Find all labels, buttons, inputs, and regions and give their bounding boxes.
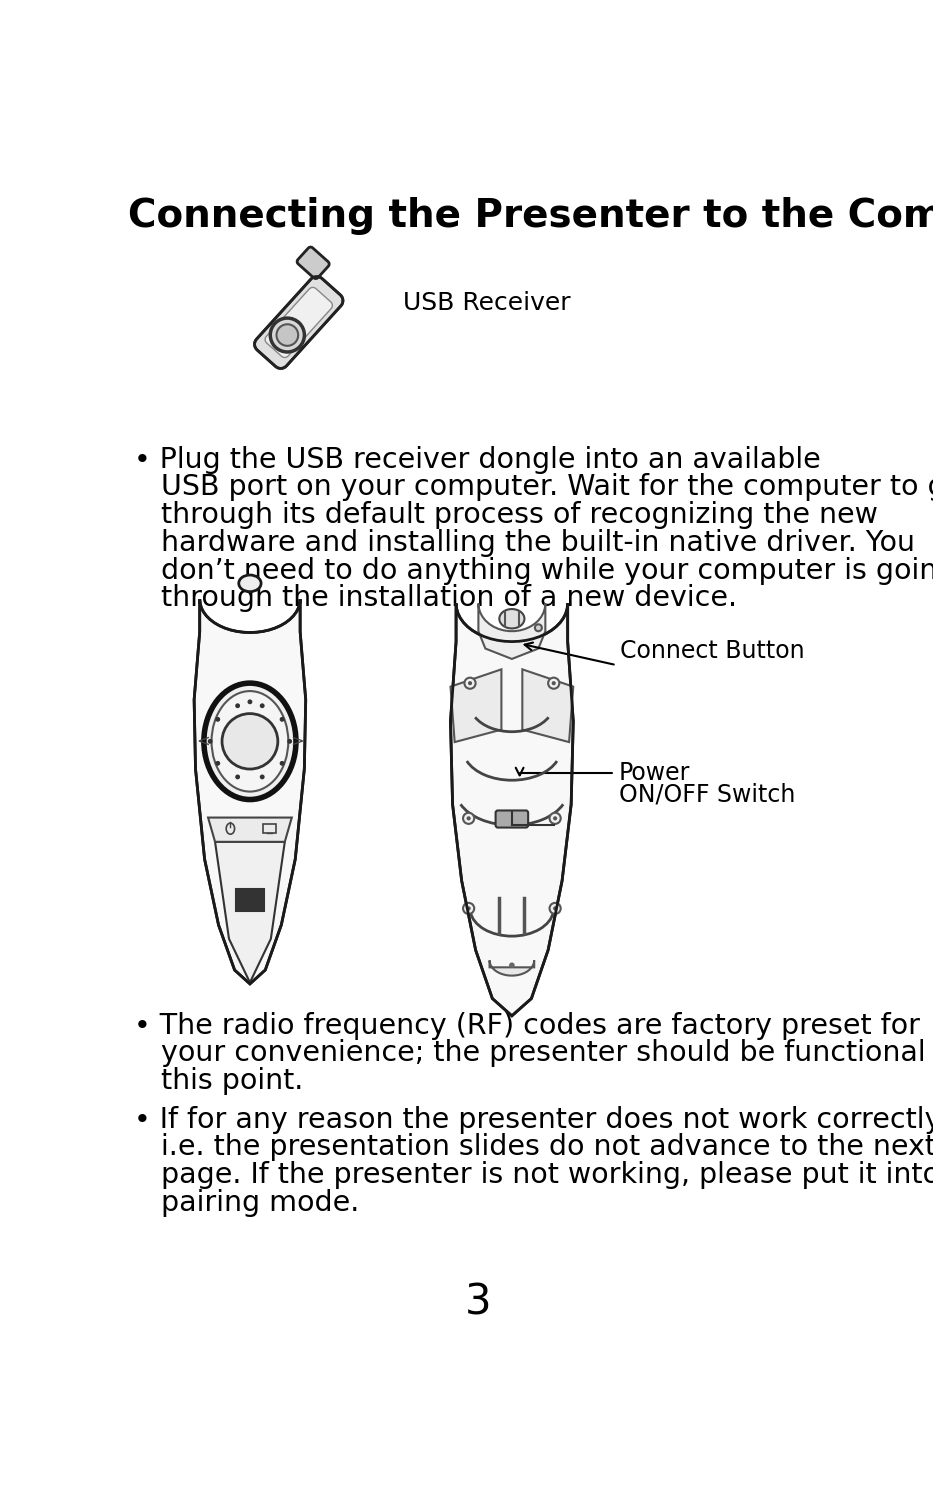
Circle shape: [280, 760, 285, 766]
Polygon shape: [297, 248, 329, 279]
Circle shape: [280, 717, 285, 722]
Ellipse shape: [204, 682, 296, 800]
Circle shape: [466, 816, 471, 821]
Circle shape: [208, 740, 213, 744]
FancyBboxPatch shape: [495, 810, 528, 828]
Circle shape: [551, 681, 556, 686]
Circle shape: [468, 681, 472, 686]
Circle shape: [259, 704, 265, 708]
Text: pairing mode.: pairing mode.: [133, 1188, 359, 1216]
Circle shape: [247, 699, 252, 705]
Circle shape: [553, 906, 557, 910]
Text: Connect Button: Connect Button: [620, 639, 805, 663]
Circle shape: [259, 774, 265, 780]
Text: 3: 3: [465, 1281, 491, 1323]
Circle shape: [276, 324, 299, 346]
Text: your convenience; the presenter should be functional at: your convenience; the presenter should b…: [133, 1040, 933, 1068]
Text: i.e. the presentation slides do not advance to the next: i.e. the presentation slides do not adva…: [133, 1134, 933, 1161]
Polygon shape: [490, 960, 535, 975]
Text: USB Receiver: USB Receiver: [403, 291, 571, 315]
Circle shape: [549, 678, 559, 688]
Circle shape: [550, 903, 561, 914]
Circle shape: [465, 678, 476, 688]
Circle shape: [463, 813, 474, 824]
Text: hardware and installing the built-in native driver. You: hardware and installing the built-in nat…: [133, 530, 914, 556]
Circle shape: [235, 774, 240, 780]
Circle shape: [216, 760, 220, 766]
Circle shape: [271, 318, 304, 352]
Circle shape: [535, 624, 542, 632]
Text: USB port on your computer. Wait for the computer to go: USB port on your computer. Wait for the …: [133, 474, 933, 501]
Circle shape: [553, 816, 557, 821]
Polygon shape: [215, 842, 285, 983]
Circle shape: [466, 906, 471, 910]
Text: through the installation of a new device.: through the installation of a new device…: [133, 585, 737, 612]
Text: ON/OFF Switch: ON/OFF Switch: [619, 783, 795, 807]
Ellipse shape: [239, 574, 261, 591]
Polygon shape: [451, 669, 501, 742]
Circle shape: [235, 704, 240, 708]
Text: • Plug the USB receiver dongle into an available: • Plug the USB receiver dongle into an a…: [133, 446, 820, 474]
Polygon shape: [265, 288, 332, 357]
Ellipse shape: [212, 692, 288, 792]
Circle shape: [222, 714, 278, 770]
Bar: [236, 890, 264, 910]
Text: • The radio frequency (RF) codes are factory preset for: • The radio frequency (RF) codes are fac…: [133, 1011, 920, 1040]
Ellipse shape: [499, 609, 524, 628]
Polygon shape: [522, 669, 573, 742]
Circle shape: [509, 963, 515, 968]
Text: this point.: this point.: [133, 1066, 303, 1095]
Text: page. If the presenter is not working, please put it into: page. If the presenter is not working, p…: [133, 1161, 933, 1190]
Circle shape: [287, 740, 292, 744]
Circle shape: [216, 717, 220, 722]
Circle shape: [463, 903, 474, 914]
Text: Connecting the Presenter to the Computer: Connecting the Presenter to the Computer: [128, 196, 933, 236]
Text: through its default process of recognizing the new: through its default process of recognizi…: [133, 501, 878, 530]
Polygon shape: [194, 600, 306, 984]
Polygon shape: [255, 276, 343, 369]
Polygon shape: [479, 603, 546, 658]
Polygon shape: [208, 818, 292, 842]
Polygon shape: [451, 603, 573, 1016]
Circle shape: [550, 813, 561, 824]
Text: • If for any reason the presenter does not work correctly,: • If for any reason the presenter does n…: [133, 1106, 933, 1134]
Text: <: <: [196, 734, 210, 748]
Text: >: >: [290, 734, 303, 748]
Bar: [263, 824, 276, 834]
Text: don’t need to do anything while your computer is going: don’t need to do anything while your com…: [133, 556, 933, 585]
Text: Power: Power: [619, 762, 690, 786]
